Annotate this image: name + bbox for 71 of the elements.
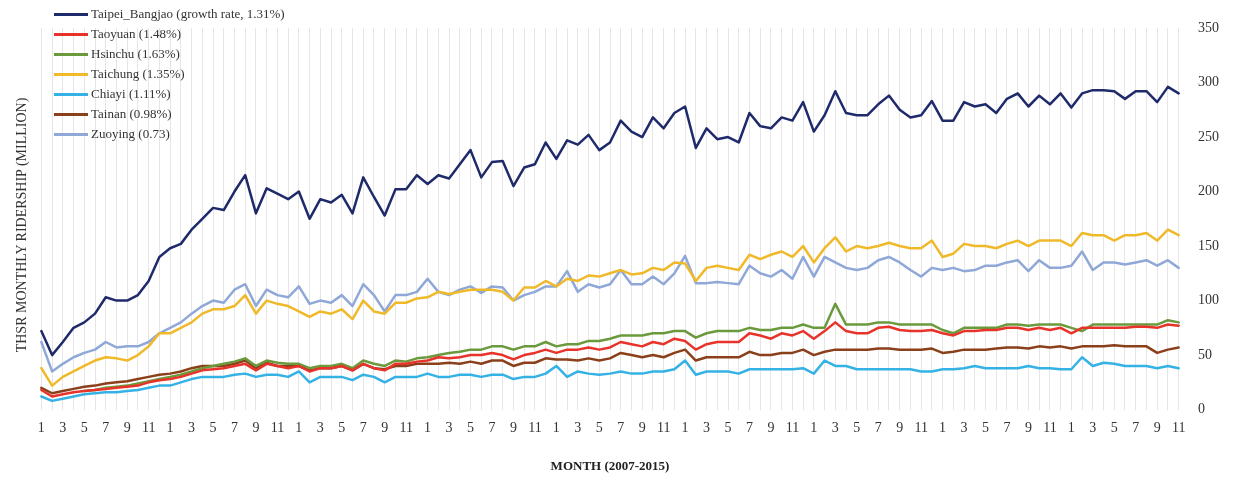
x-tick-label: 3 (831, 419, 839, 435)
x-tick-label: 3 (59, 419, 67, 435)
x-tick-label: 7 (1003, 419, 1011, 435)
x-tick-label: 5 (1110, 419, 1118, 435)
y-tick-label: 50 (1198, 346, 1212, 362)
x-tick-label: 5 (209, 419, 217, 435)
x-tick-label: 9 (252, 419, 260, 435)
legend-label: Taichung (1.35%) (91, 66, 185, 82)
x-tick-label: 7 (102, 419, 110, 435)
x-tick-label: 9 (767, 419, 775, 435)
y-tick-label: 100 (1198, 292, 1219, 308)
legend-label: Zuoying (0.73) (91, 126, 170, 142)
x-tick-label: 9 (381, 419, 389, 435)
x-tick-label: 11 (785, 419, 800, 435)
x-tick-label: 1 (37, 419, 45, 435)
x-tick-label: 11 (141, 419, 156, 435)
x-tick-label: 9 (896, 419, 904, 435)
x-tick-label: 3 (1089, 419, 1097, 435)
x-tick-label: 3 (316, 419, 324, 435)
x-tick-label: 3 (188, 419, 196, 435)
x-tick-label: 7 (874, 419, 882, 435)
x-tick-label: 1 (1067, 419, 1075, 435)
x-tick-label: 1 (166, 419, 174, 435)
y-tick-label: 150 (1198, 237, 1219, 253)
x-tick-label: 9 (1024, 419, 1032, 435)
x-tick-label: 11 (399, 419, 413, 435)
legend-label: Tainan (0.98%) (91, 106, 172, 122)
x-tick-label: 1 (424, 419, 432, 435)
x-tick-label: 11 (656, 419, 671, 435)
legend-label: Taipei_Bangjao (growth rate, 1.31%) (91, 6, 285, 22)
legend-label: Chiayi (1.11%) (91, 86, 171, 102)
x-tick-label: 3 (574, 419, 582, 435)
x-tick-label: 7 (1132, 419, 1140, 435)
legend-label: Hsinchu (1.63%) (91, 46, 180, 62)
x-tick-label: 11 (1171, 419, 1186, 435)
x-tick-label: 7 (230, 419, 238, 435)
x-tick-label: 3 (960, 419, 968, 435)
x-tick-label: 11 (270, 419, 285, 435)
y-axis-title: THSR MONTHLY RIDERSHIP (MILLION) (14, 97, 30, 353)
x-tick-label: 5 (338, 419, 346, 435)
x-tick-label: 1 (295, 419, 303, 435)
y-tick-label: 0 (1198, 401, 1205, 417)
x-tick-label: 11 (528, 419, 542, 435)
x-tick-label: 7 (359, 419, 367, 435)
x-tick-label: 7 (617, 419, 625, 435)
x-tick-label: 11 (1043, 419, 1057, 435)
x-tick-label: 5 (80, 419, 88, 435)
x-tick-label: 5 (467, 419, 475, 435)
x-tick-label: 3 (445, 419, 453, 435)
x-axis-title: MONTH (2007-2015) (550, 457, 670, 473)
x-tick-label: 1 (552, 419, 560, 435)
x-tick-label: 9 (123, 419, 131, 435)
x-tick-label: 1 (681, 419, 689, 435)
x-tick-label: 11 (914, 419, 928, 435)
x-tick-label: 5 (853, 419, 861, 435)
x-tick-label: 9 (1153, 419, 1161, 435)
x-tick-label: 9 (638, 419, 646, 435)
x-tick-label: 1 (810, 419, 818, 435)
legend-label: Taoyuan (1.48%) (91, 26, 182, 42)
x-tick-label: 7 (488, 419, 496, 435)
y-tick-label: 350 (1198, 19, 1219, 35)
x-tick-label: 5 (724, 419, 732, 435)
x-tick-label: 9 (509, 419, 517, 435)
y-tick-label: 250 (1198, 128, 1219, 144)
x-tick-label: 3 (703, 419, 711, 435)
y-tick-label: 200 (1198, 183, 1219, 199)
x-tick-label: 5 (982, 419, 990, 435)
x-tick-label: 7 (745, 419, 753, 435)
x-tick-label: 5 (595, 419, 603, 435)
y-tick-label: 300 (1198, 74, 1219, 90)
x-tick-label: 1 (939, 419, 947, 435)
